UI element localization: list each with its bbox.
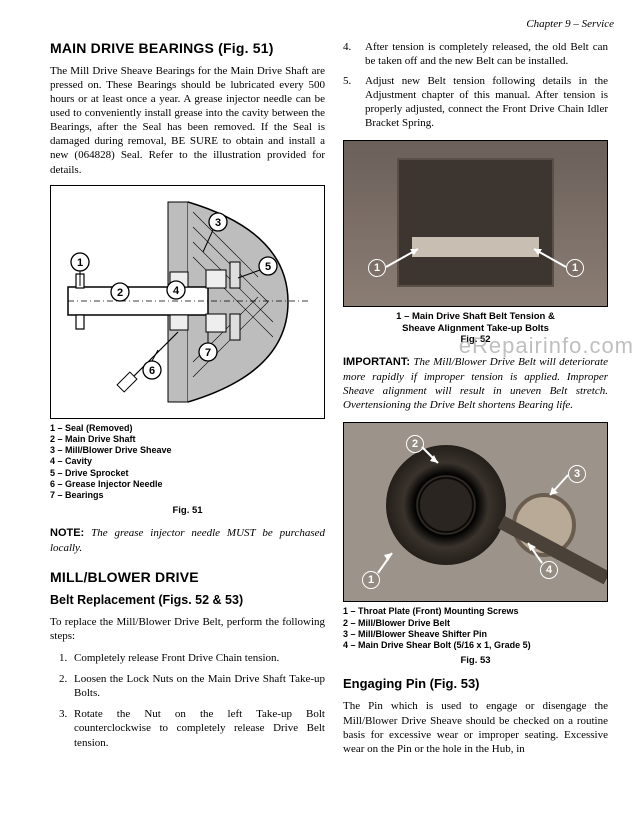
heading-mill-blower: MILL/BLOWER DRIVE — [50, 569, 325, 585]
step-item: Completely release Front Drive Chain ten… — [70, 651, 325, 665]
important-block: IMPORTANT: The Mill/Blower Drive Belt wi… — [343, 355, 608, 412]
step-text: After tension is completely released, th… — [365, 40, 608, 68]
legend-line: 4 – Cavity — [50, 456, 325, 467]
right-column: 4. After tension is completely released,… — [343, 40, 608, 757]
legend-line: 4 – Main Drive Shear Bolt (5/16 x 1, Gra… — [343, 640, 608, 651]
left-column: MAIN DRIVE BEARINGS (Fig. 51) The Mill D… — [50, 40, 325, 757]
step-number: 5. — [343, 74, 357, 130]
figure-53-photo: 1 2 3 4 — [343, 422, 608, 602]
svg-text:7: 7 — [204, 347, 210, 359]
svg-text:2: 2 — [116, 287, 122, 299]
arrows-icon — [344, 141, 608, 307]
figure-53-caption: Fig. 53 — [343, 655, 608, 666]
note-label: NOTE: — [50, 527, 84, 539]
step-item: Loosen the Lock Nuts on the Main Drive S… — [70, 672, 325, 700]
paragraph-replace: To replace the Mill/Blower Drive Belt, p… — [50, 615, 325, 643]
legend-line: 2 – Main Drive Shaft — [50, 434, 325, 445]
legend-line: 1 – Seal (Removed) — [50, 423, 325, 434]
chapter-header: Chapter 9 – Service — [50, 18, 614, 30]
legend-line: 6 – Grease Injector Needle — [50, 479, 325, 490]
figure-53-legend: 1 – Throat Plate (Front) Mounting Screws… — [343, 606, 608, 651]
legend-line: 3 – Mill/Blower Drive Sheave — [50, 445, 325, 456]
paragraph-engaging-pin: The Pin which is used to engage or disen… — [343, 699, 608, 755]
legend-line: 1 – Throat Plate (Front) Mounting Screws — [343, 606, 608, 617]
legend-line: 2 – Mill/Blower Drive Belt — [343, 618, 608, 629]
figure-52-title: 1 – Main Drive Shaft Belt Tension &Sheav… — [343, 311, 608, 334]
step-number: 4. — [343, 40, 357, 68]
paragraph-bearings: The Mill Drive Sheave Bearings for the M… — [50, 64, 325, 177]
step-item: Rotate the Nut on the left Take-up Bolt … — [70, 707, 325, 749]
figure-52-photo: 1 1 — [343, 140, 608, 307]
figure-51-caption: Fig. 51 — [50, 505, 325, 516]
figure-51-legend: 1 – Seal (Removed) 2 – Main Drive Shaft … — [50, 423, 325, 502]
figure-51-diagram: 1 2 3 4 5 6 7 — [50, 185, 325, 419]
important-label: IMPORTANT: — [343, 356, 410, 368]
watermark: eRepairinfo.com — [459, 333, 634, 359]
heading-belt-replacement: Belt Replacement (Figs. 52 & 53) — [50, 593, 325, 607]
diagram-svg-icon: 1 2 3 4 5 6 7 — [58, 192, 318, 412]
legend-line: 5 – Drive Sprocket — [50, 468, 325, 479]
svg-text:1: 1 — [76, 257, 82, 269]
svg-text:3: 3 — [214, 217, 220, 229]
svg-text:5: 5 — [264, 261, 270, 273]
steps-list: Completely release Front Drive Chain ten… — [50, 651, 325, 749]
two-column-layout: MAIN DRIVE BEARINGS (Fig. 51) The Mill D… — [50, 40, 614, 757]
note-block: NOTE: The grease injector needle MUST be… — [50, 526, 325, 555]
heading-main-drive-bearings: MAIN DRIVE BEARINGS (Fig. 51) — [50, 40, 325, 56]
svg-text:4: 4 — [172, 285, 179, 297]
note-text: The grease injector needle MUST be purch… — [50, 527, 325, 553]
svg-text:6: 6 — [148, 365, 154, 377]
arrows-icon — [344, 423, 608, 602]
step-text: Adjust new Belt tension following detail… — [365, 74, 608, 130]
legend-line: 7 – Bearings — [50, 490, 325, 501]
legend-line: 3 – Mill/Blower Sheave Shifter Pin — [343, 629, 608, 640]
heading-engaging-pin: Engaging Pin (Fig. 53) — [343, 676, 608, 691]
steps-continued: 4. After tension is completely released,… — [343, 40, 608, 130]
